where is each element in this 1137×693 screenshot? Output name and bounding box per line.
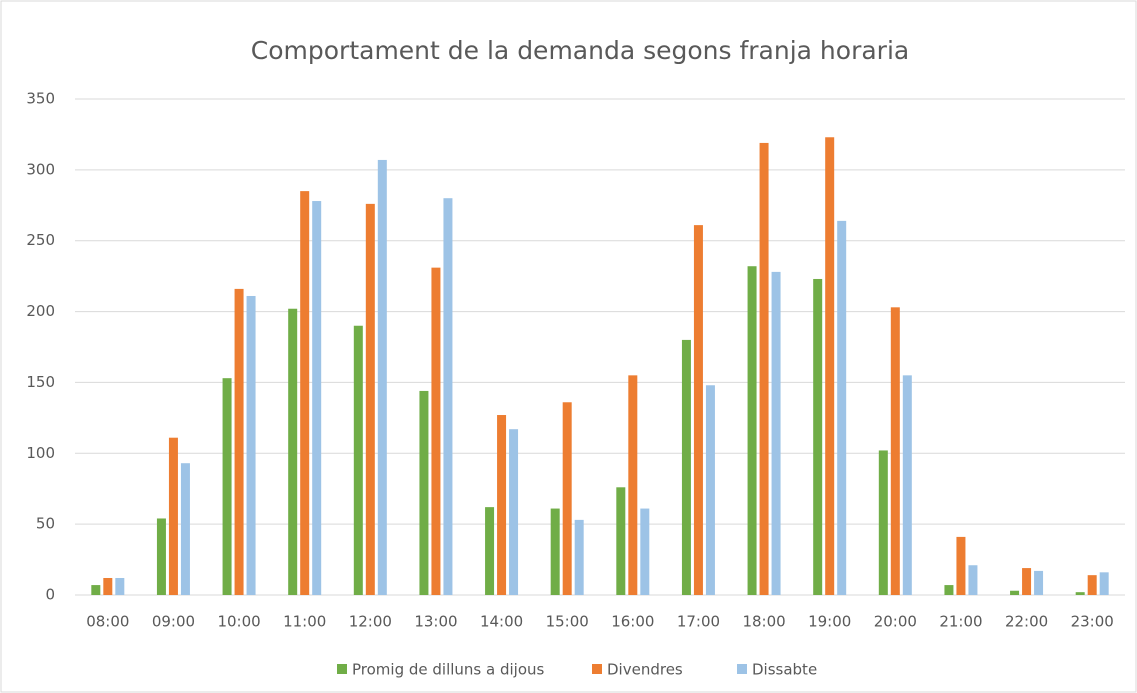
bar — [103, 577, 113, 595]
legend-label: Dissabte — [752, 661, 817, 679]
bar — [419, 390, 429, 595]
x-tick-label: 23:00 — [1071, 613, 1114, 631]
bar — [288, 308, 298, 595]
bar — [1099, 572, 1109, 595]
y-tick-label: 0 — [45, 586, 55, 604]
bar — [300, 191, 310, 595]
x-tick-label: 15:00 — [546, 613, 589, 631]
bar — [1034, 570, 1044, 595]
legend-swatch — [592, 664, 602, 674]
bar — [443, 198, 453, 595]
x-tick-label: 19:00 — [808, 613, 851, 631]
bar — [574, 519, 584, 595]
legend-swatch — [737, 664, 747, 674]
bar — [562, 402, 572, 595]
bar — [1010, 590, 1020, 595]
bar — [222, 378, 232, 595]
x-tick-label: 21:00 — [939, 613, 982, 631]
bar — [365, 203, 375, 595]
bar — [693, 225, 703, 595]
bar — [771, 271, 781, 595]
bar — [180, 463, 190, 595]
chart-title: Comportament de la demanda segons franja… — [251, 36, 909, 65]
bar — [813, 278, 823, 595]
bar — [156, 518, 166, 595]
bar — [509, 429, 519, 595]
bar — [640, 508, 650, 595]
bar — [1022, 568, 1032, 595]
y-tick-label: 250 — [26, 231, 55, 249]
y-tick-label: 150 — [26, 373, 55, 391]
y-tick-label: 50 — [36, 515, 55, 533]
legend-swatch — [337, 664, 347, 674]
bar — [944, 585, 954, 595]
x-tick-label: 10:00 — [217, 613, 260, 631]
bar — [681, 339, 691, 595]
bar — [115, 577, 125, 595]
bar — [956, 536, 966, 595]
y-tick-label: 350 — [26, 90, 55, 108]
bar — [1075, 592, 1085, 595]
bar — [168, 437, 178, 595]
bar — [550, 508, 560, 595]
bar — [497, 415, 507, 595]
bar — [485, 507, 495, 595]
bar — [431, 267, 441, 595]
x-tick-label: 12:00 — [349, 613, 392, 631]
y-tick-label: 200 — [26, 302, 55, 320]
bar — [377, 159, 387, 596]
bar — [837, 220, 847, 596]
bar — [234, 288, 244, 595]
bar — [890, 307, 900, 595]
x-tick-label: 13:00 — [414, 613, 457, 631]
bar — [353, 325, 363, 595]
bar — [705, 385, 715, 595]
y-tick-label: 100 — [26, 444, 55, 462]
y-tick-label: 300 — [26, 160, 55, 178]
x-tick-label: 20:00 — [874, 613, 917, 631]
bar — [312, 201, 322, 595]
bar — [616, 487, 626, 595]
x-tick-label: 14:00 — [480, 613, 523, 631]
bar — [759, 142, 769, 595]
legend-label: Promig de dilluns a dijous — [352, 661, 545, 679]
bar — [91, 585, 101, 595]
bar — [878, 450, 888, 595]
bar — [246, 295, 256, 595]
x-tick-label: 22:00 — [1005, 613, 1048, 631]
bar — [1087, 575, 1097, 595]
bar — [747, 266, 757, 595]
bar — [628, 375, 638, 595]
bar — [968, 565, 978, 595]
bar — [902, 375, 912, 595]
x-tick-label: 08:00 — [86, 613, 129, 631]
x-tick-label: 09:00 — [152, 613, 195, 631]
x-tick-label: 18:00 — [742, 613, 785, 631]
legend-label: Divendres — [607, 661, 683, 679]
x-tick-label: 17:00 — [677, 613, 720, 631]
bar — [825, 137, 835, 595]
x-tick-label: 16:00 — [611, 613, 654, 631]
x-tick-label: 11:00 — [283, 613, 326, 631]
